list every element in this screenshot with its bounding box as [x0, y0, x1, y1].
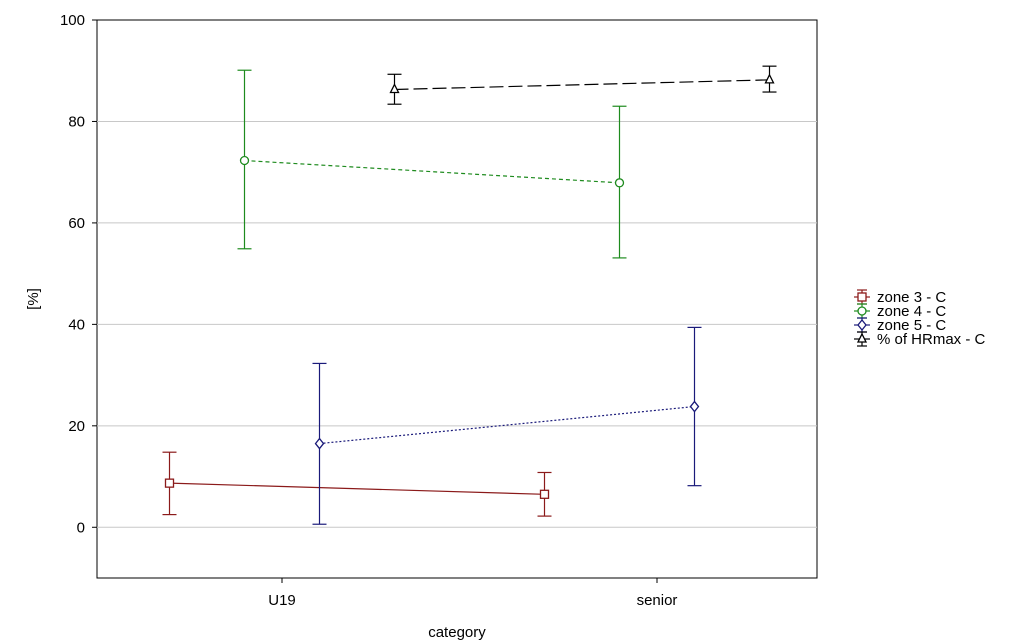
y-tick-label: 80: [68, 113, 85, 130]
series--of-hrmax-c: [387, 65, 777, 105]
x-axis-title: category: [428, 624, 486, 641]
legend-label: zone 3 - C: [877, 289, 946, 306]
y-axis-title: [%]: [25, 288, 42, 310]
series-zone-5-c: [312, 326, 702, 525]
y-tick-label: 20: [68, 418, 85, 435]
x-tick-label: U19: [268, 592, 296, 609]
data-point-marker: [857, 306, 867, 316]
series-zone-3-c: [162, 451, 552, 517]
data-point-marker: [614, 178, 625, 188]
legend-label: % of HRmax - C: [877, 331, 986, 348]
y-tick-label: 40: [68, 316, 85, 333]
data-point-marker: [857, 318, 867, 332]
x-axis-ticks: U19 senior: [268, 578, 677, 609]
data-point-marker: [764, 73, 775, 84]
series-zone-4-c: [237, 69, 627, 259]
data-point-marker: [314, 437, 325, 450]
legend-label: zone 5 - C: [877, 317, 946, 334]
legend-label: zone 4 - C: [877, 303, 946, 320]
y-axis-ticks: 0 20 40 60 80 100: [60, 12, 97, 536]
data-point-marker: [239, 155, 250, 166]
data-point-marker: [389, 83, 400, 94]
grid-lines: [97, 120, 817, 528]
data-point-marker: [689, 400, 700, 413]
series-group: [162, 65, 777, 525]
series-line: [319, 405, 695, 445]
series-line: [169, 482, 545, 495]
data-point-marker: [164, 478, 175, 488]
data-point-marker: [857, 292, 867, 302]
y-tick-label: 100: [60, 12, 85, 29]
plot-area: [96, 19, 818, 579]
x-tick-label: senior: [637, 592, 678, 609]
series-line: [394, 79, 770, 91]
data-point-marker: [539, 489, 550, 499]
y-tick-label: 0: [77, 519, 85, 536]
data-point-marker: [856, 332, 868, 343]
y-tick-label: 60: [68, 215, 85, 232]
